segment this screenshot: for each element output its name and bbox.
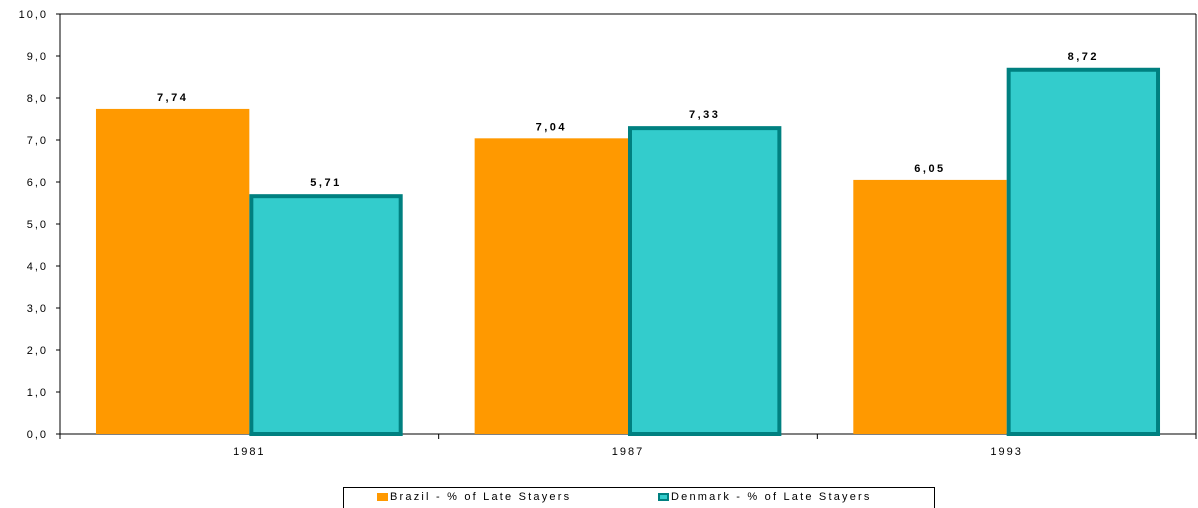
legend: Brazil - % of Late Stayers Denmark - % o… [343,487,935,508]
bar-brazil-1993 [853,179,1007,434]
y-tick-label: 4,0 [27,261,48,273]
x-tick-label: 1981 [233,446,265,458]
bar-brazil-1981 [95,108,250,435]
y-tick-label: 5,0 [27,219,48,231]
legend-swatch-denmark [658,493,669,501]
x-tick-label: 1993 [990,446,1022,458]
y-tick-label: 2,0 [27,345,48,357]
bar-brazil-1987 [474,138,628,434]
y-tick-label: 0,0 [27,429,48,441]
data-label-denmark-1993: 8,72 [1068,51,1099,63]
bar-denmark-1981 [249,194,403,436]
y-tick-label: 10,0 [19,9,48,21]
legend-label-denmark: Denmark - % of Late Stayers [671,491,872,503]
legend-item-denmark: Denmark - % of Late Stayers [658,491,872,503]
y-tick-label: 1,0 [27,387,48,399]
bar-denmark-1987 [628,126,782,436]
y-tick-label: 3,0 [27,303,48,315]
bar-chart: 0,0 1,0 2,0 3,0 4,0 5,0 6,0 7,0 8,0 9,0 10,0 1981 7,… [19,9,1197,458]
bar-denmark-1993 [1006,67,1161,436]
data-label-brazil-1987: 7,04 [536,121,567,133]
legend-swatch-brazil [377,493,388,501]
data-label-brazil-1993: 6,05 [914,163,945,175]
legend-label-brazil: Brazil - % of Late Stayers [390,491,572,503]
data-label-denmark-1987: 7,33 [689,109,720,121]
y-tick-label: 7,0 [27,135,48,147]
legend-item-brazil: Brazil - % of Late Stayers [377,491,571,503]
data-label-brazil-1981: 7,74 [157,92,188,104]
y-tick-label: 8,0 [27,93,48,105]
data-label-denmark-1981: 5,71 [310,177,341,189]
y-tick-label: 6,0 [27,177,48,189]
y-tick-label: 9,0 [27,51,48,63]
x-tick-label: 1987 [612,446,644,458]
